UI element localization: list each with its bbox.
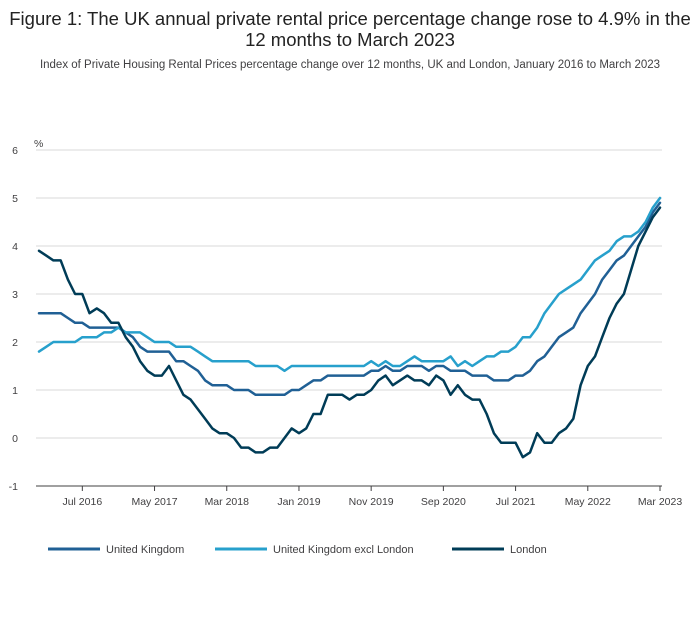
y-tick-label: -1 [9, 481, 18, 493]
x-tick-label: May 2017 [131, 496, 177, 508]
y-tick-label: 5 [12, 193, 18, 205]
y-tick-label: 1 [12, 385, 18, 397]
y-axis-label: % [34, 138, 43, 150]
chart-subtitle: Index of Private Housing Rental Prices p… [39, 59, 661, 71]
y-tick-label: 4 [12, 241, 18, 253]
x-tick-label: Mar 2023 [638, 496, 683, 508]
chart-title: Figure 1: The UK annual private rental p… [9, 8, 691, 50]
x-tick-label: Jan 2019 [277, 496, 320, 508]
x-tick-label: Nov 2019 [349, 496, 394, 508]
legend-label-united-kingdom: United Kingdom [106, 544, 184, 556]
series-line-london [37, 206, 662, 459]
x-tick-label: Mar 2018 [205, 496, 250, 508]
x-tick-label: Jul 2021 [496, 496, 536, 508]
series-line-united-kingdom-excl-london [37, 196, 662, 373]
x-tick-label: May 2022 [565, 496, 611, 508]
legend-label-london: London [510, 544, 547, 556]
y-tick-label: 0 [12, 433, 18, 445]
y-tick-label: 2 [12, 337, 18, 349]
y-tick-label: 3 [12, 289, 18, 301]
y-tick-label: 6 [12, 145, 18, 157]
x-tick-label: Jul 2016 [62, 496, 102, 508]
x-tick-label: Sep 2020 [421, 496, 466, 508]
legend-label-united-kingdom-excl-london: United Kingdom excl London [273, 544, 414, 556]
series-line-united-kingdom [37, 201, 662, 397]
